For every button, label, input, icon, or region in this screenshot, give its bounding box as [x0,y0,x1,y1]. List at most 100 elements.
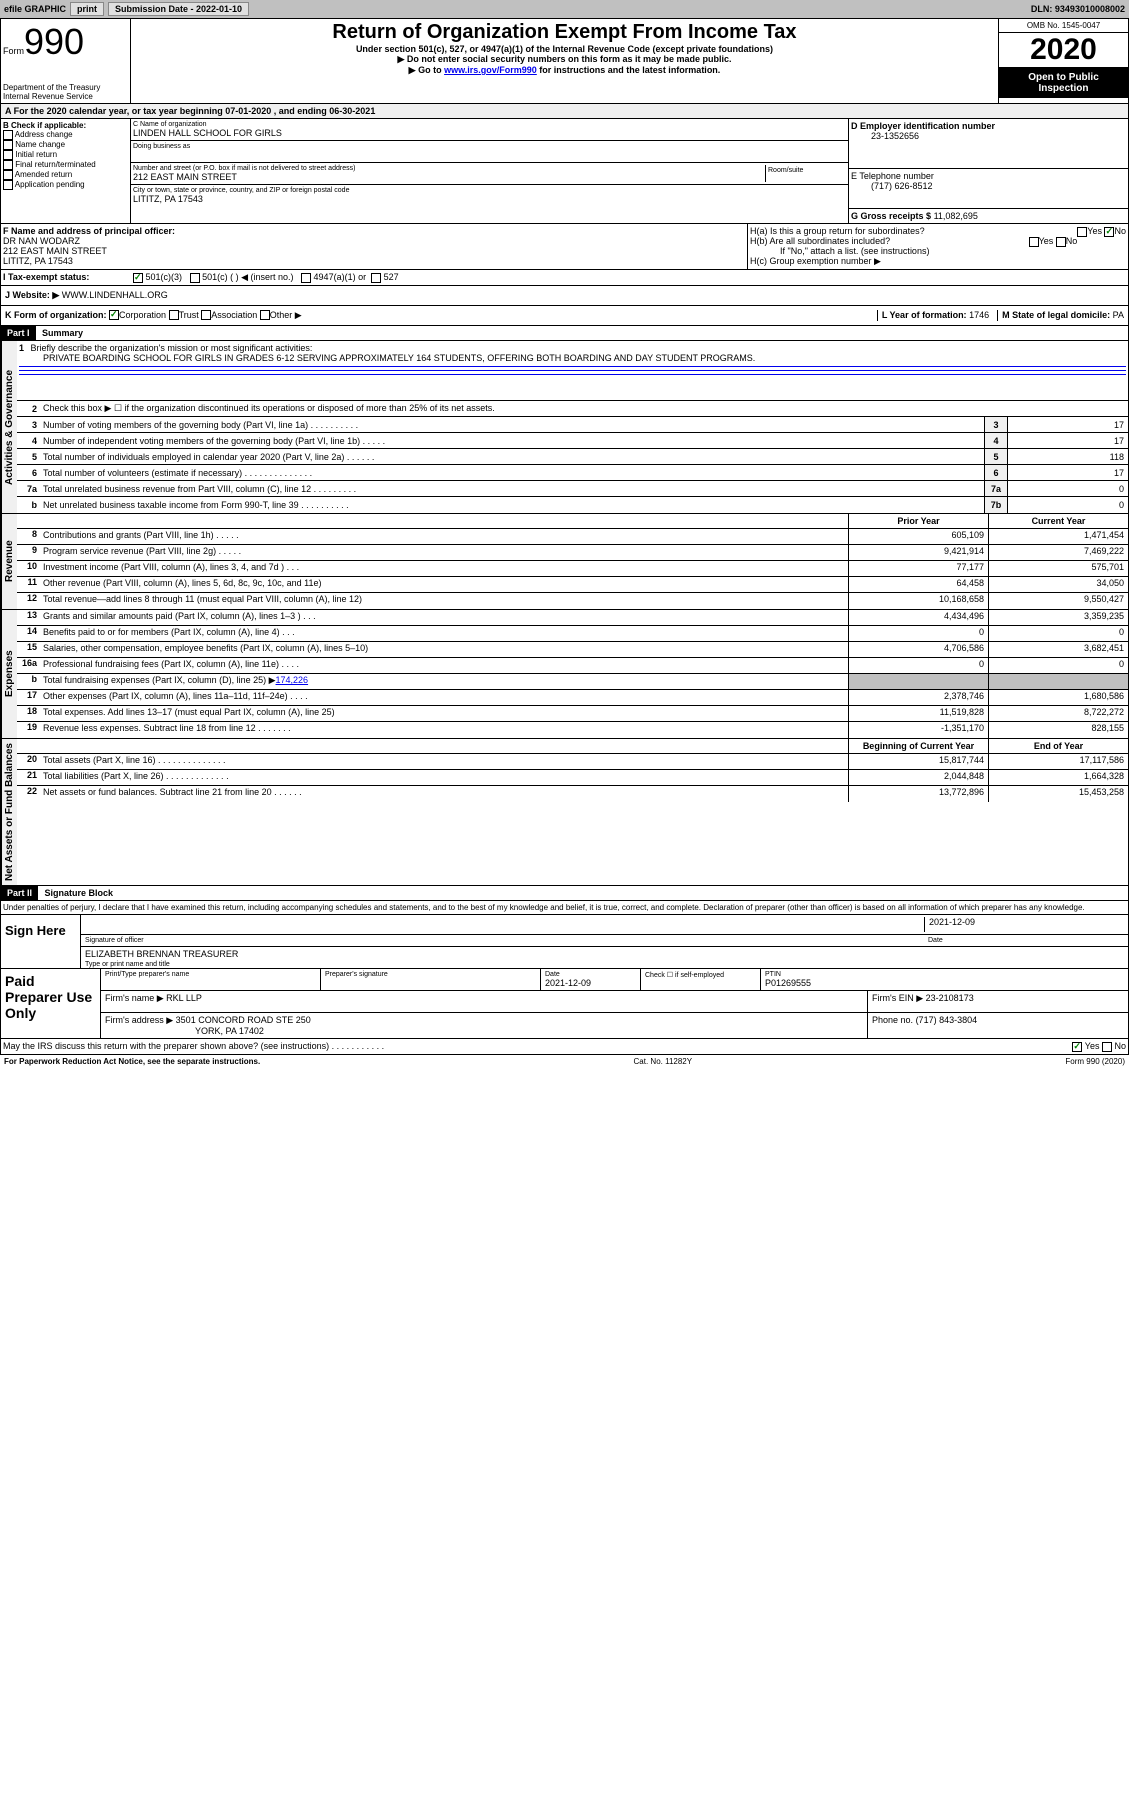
l7b: Net unrelated business taxable income fr… [41,499,984,511]
527-checkbox[interactable] [371,273,381,283]
discuss-no[interactable] [1102,1042,1112,1052]
header-sub1: Under section 501(c), 527, or 4947(a)(1)… [137,44,992,54]
formation-year: 1746 [969,310,989,320]
part2-header: Part II [1,886,38,900]
firm-city: YORK, PA 17402 [105,1026,264,1036]
form-title: Return of Organization Exempt From Incom… [137,21,992,44]
website-url: WWW.LINDENHALL.ORG [62,290,168,301]
p13: 4,434,496 [848,610,988,625]
l4: Number of independent voting members of … [41,435,984,447]
p10: 77,177 [848,561,988,576]
print-button[interactable]: print [70,2,104,16]
gross-receipts: 11,082,695 [934,211,978,221]
firm-ein: 23-2108173 [926,993,974,1003]
submission-date-button[interactable]: Submission Date - 2022-01-10 [108,2,249,16]
v7a: 0 [1008,481,1128,496]
officer-street: 212 EAST MAIN STREET [3,246,745,256]
prep-phone: (717) 843-3804 [916,1015,978,1025]
501c3-checkbox[interactable] [133,273,143,283]
sign-here-label: Sign Here [1,915,81,968]
room-label: Room/suite [768,167,844,174]
mission-text: PRIVATE BOARDING SCHOOL FOR GIRLS IN GRA… [19,353,755,363]
paid-prep-label: Paid Preparer Use Only [1,969,101,1038]
amended-checkbox[interactable] [3,170,13,180]
c19: 828,155 [988,722,1128,738]
p22: 13,772,896 [848,786,988,802]
org-name: LINDEN HALL SCHOOL FOR GIRLS [133,128,846,138]
domicile-state: PA [1113,310,1124,320]
p17: 2,378,746 [848,690,988,705]
period-row: A For the 2020 calendar year, or tax yea… [0,104,1129,119]
c17: 1,680,586 [988,690,1128,705]
i-label: I Tax-exempt status: [3,272,133,283]
ein: 23-1352656 [851,131,1126,141]
efile-label: efile GRAPHIC [4,4,66,14]
name-change-checkbox[interactable] [3,140,13,150]
footer: For Paperwork Reduction Act Notice, see … [0,1055,1129,1068]
discuss-text: May the IRS discuss this return with the… [3,1041,1072,1052]
4947-checkbox[interactable] [301,273,311,283]
sig-date: 2021-12-09 [924,917,1124,932]
l1-label: Briefly describe the organization's miss… [31,343,313,353]
omb-number: OMB No. 1545-0047 [999,19,1128,33]
l6: Total number of volunteers (estimate if … [41,467,984,479]
irs-link[interactable]: www.irs.gov/Form990 [444,65,537,75]
firm-addr: 3501 CONCORD ROAD STE 250 [176,1015,311,1025]
side-activities: Activities & Governance [1,341,17,513]
part2-title: Signature Block [41,886,118,900]
dba-label: Doing business as [133,143,846,150]
other-checkbox[interactable] [260,310,270,320]
initial-checkbox[interactable] [3,150,13,160]
final-checkbox[interactable] [3,160,13,170]
p15: 4,706,586 [848,642,988,657]
side-expenses: Expenses [1,610,17,738]
dln-label: DLN: 93493010008002 [1031,4,1125,14]
c16a: 0 [988,658,1128,673]
c13: 3,359,235 [988,610,1128,625]
app-pending-checkbox[interactable] [3,180,13,190]
footer-notice: For Paperwork Reduction Act Notice, see … [4,1057,260,1066]
sig-officer-label: Signature of officer [85,937,924,944]
p21: 2,044,848 [848,770,988,785]
v5: 118 [1008,449,1128,464]
penalty-text: Under penalties of perjury, I declare th… [0,901,1129,915]
part1-header: Part I [1,326,36,340]
l5: Total number of individuals employed in … [41,451,984,463]
k-label: K Form of organization: [5,310,107,321]
c22: 15,453,258 [988,786,1128,802]
addr-change-checkbox[interactable] [3,130,13,140]
j-label: J Website: ▶ [5,290,59,301]
trust-checkbox[interactable] [169,310,179,320]
501c-checkbox[interactable] [190,273,200,283]
c14: 0 [988,626,1128,641]
p19: -1,351,170 [848,722,988,738]
discuss-yes[interactable] [1072,1042,1082,1052]
website-row: J Website: ▶ WWW.LINDENHALL.ORG [0,286,1129,306]
ha-no[interactable] [1104,227,1114,237]
end-header: End of Year [988,739,1128,753]
officer-row: F Name and address of principal officer:… [0,224,1129,270]
c11: 34,050 [988,577,1128,592]
current-header: Current Year [988,514,1128,528]
corp-checkbox[interactable] [109,310,119,320]
hb-no[interactable] [1056,237,1066,247]
phone: (717) 626-8512 [851,181,1126,191]
form-header: Form990 Department of the Treasury Inter… [0,18,1129,104]
v6: 17 [1008,465,1128,480]
city: LITITZ, PA 17543 [133,194,846,204]
tax-year: 2020 [999,33,1128,68]
firm-name: RKL LLP [166,993,202,1003]
city-label: City or town, state or province, country… [133,187,846,194]
shaded-cell [848,674,988,689]
date-label: Date [924,937,1124,944]
p8: 605,109 [848,529,988,544]
assoc-checkbox[interactable] [201,310,211,320]
f-label: F Name and address of principal officer: [3,226,745,236]
c15: 3,682,451 [988,642,1128,657]
hb-yes[interactable] [1029,237,1039,247]
part1-title: Summary [38,326,87,340]
hc-label: H(c) Group exemption number ▶ [750,256,1126,267]
cat-no: Cat. No. 11282Y [634,1057,693,1066]
l7a: Total unrelated business revenue from Pa… [41,483,984,495]
ha-yes[interactable] [1077,227,1087,237]
